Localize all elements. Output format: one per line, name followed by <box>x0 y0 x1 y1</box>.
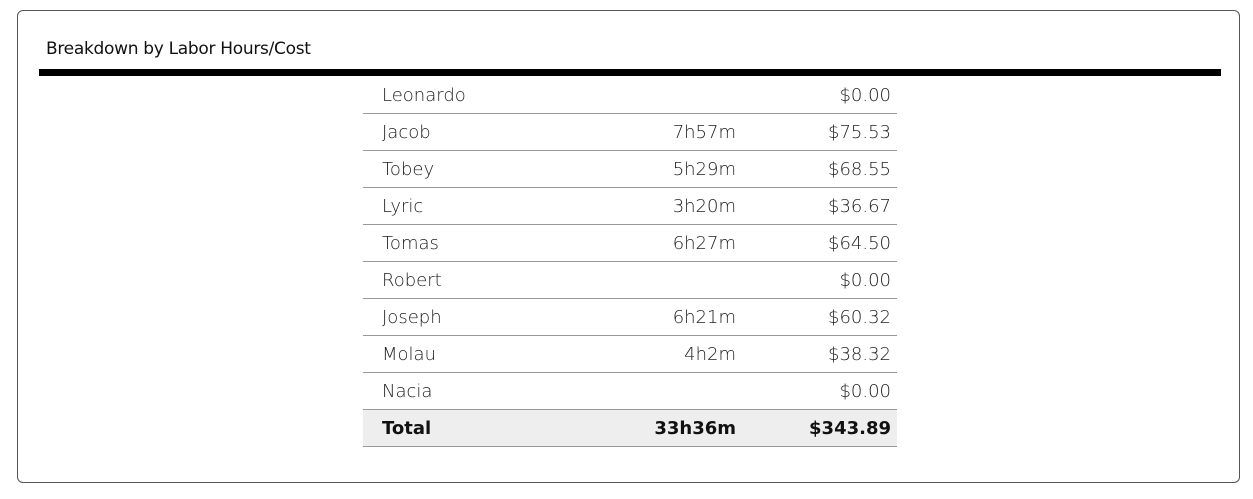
cost-cell: $343.89 <box>736 409 897 447</box>
hours-cell <box>582 372 736 410</box>
table-row: Lyric 3h20m $36.67 <box>363 187 897 225</box>
hours-cell: 5h29m <box>582 150 736 188</box>
hours-cell: 6h21m <box>582 298 736 336</box>
hours-cell: 33h36m <box>582 409 736 447</box>
cost-cell: $0.00 <box>736 77 897 114</box>
hours-cell: 6h27m <box>582 224 736 262</box>
name-cell: Total <box>363 409 582 447</box>
name-cell: Molau <box>363 335 582 373</box>
table-row: Molau 4h2m $38.32 <box>363 335 897 373</box>
cost-cell: $75.53 <box>736 113 897 151</box>
table-row: Tobey 5h29m $68.55 <box>363 150 897 188</box>
hours-cell: 4h2m <box>582 335 736 373</box>
cost-cell: $0.00 <box>736 372 897 410</box>
cost-cell: $38.32 <box>736 335 897 373</box>
name-cell: Leonardo <box>363 77 582 114</box>
cost-cell: $68.55 <box>736 150 897 188</box>
hours-cell <box>582 77 736 114</box>
title-rule <box>39 69 1221 76</box>
section-title: Breakdown by Labor Hours/Cost <box>46 39 311 59</box>
name-cell: Lyric <box>363 187 582 225</box>
name-cell: Joseph <box>363 298 582 336</box>
table-row: Tomas 6h27m $64.50 <box>363 224 897 262</box>
hours-cell <box>582 261 736 299</box>
cost-cell: $64.50 <box>736 224 897 262</box>
name-cell: Jacob <box>363 113 582 151</box>
name-cell: Robert <box>363 261 582 299</box>
table-row: Joseph 6h21m $60.32 <box>363 298 897 336</box>
hours-cell: 3h20m <box>582 187 736 225</box>
hours-cell: 7h57m <box>582 113 736 151</box>
table-body: Leonardo $0.00 Jacob 7h57m $75.53 Tobey 5h29m $… <box>363 77 897 447</box>
total-row: Total 33h36m $343.89 <box>363 409 897 447</box>
cost-cell: $60.32 <box>736 298 897 336</box>
name-cell: Tomas <box>363 224 582 262</box>
cost-cell: $36.67 <box>736 187 897 225</box>
name-cell: Tobey <box>363 150 582 188</box>
table-row: Jacob 7h57m $75.53 <box>363 113 897 151</box>
table-row: Robert $0.00 <box>363 261 897 299</box>
cost-cell: $0.00 <box>736 261 897 299</box>
table-row: Leonardo $0.00 <box>363 77 897 114</box>
table-row: Nacia $0.00 <box>363 372 897 410</box>
name-cell: Nacia <box>363 372 582 410</box>
labor-table: Leonardo $0.00 Jacob 7h57m $75.53 Tobey 5h29m $… <box>363 77 897 447</box>
report-card: Breakdown by Labor Hours/Cost Leonardo $0… <box>17 10 1240 483</box>
